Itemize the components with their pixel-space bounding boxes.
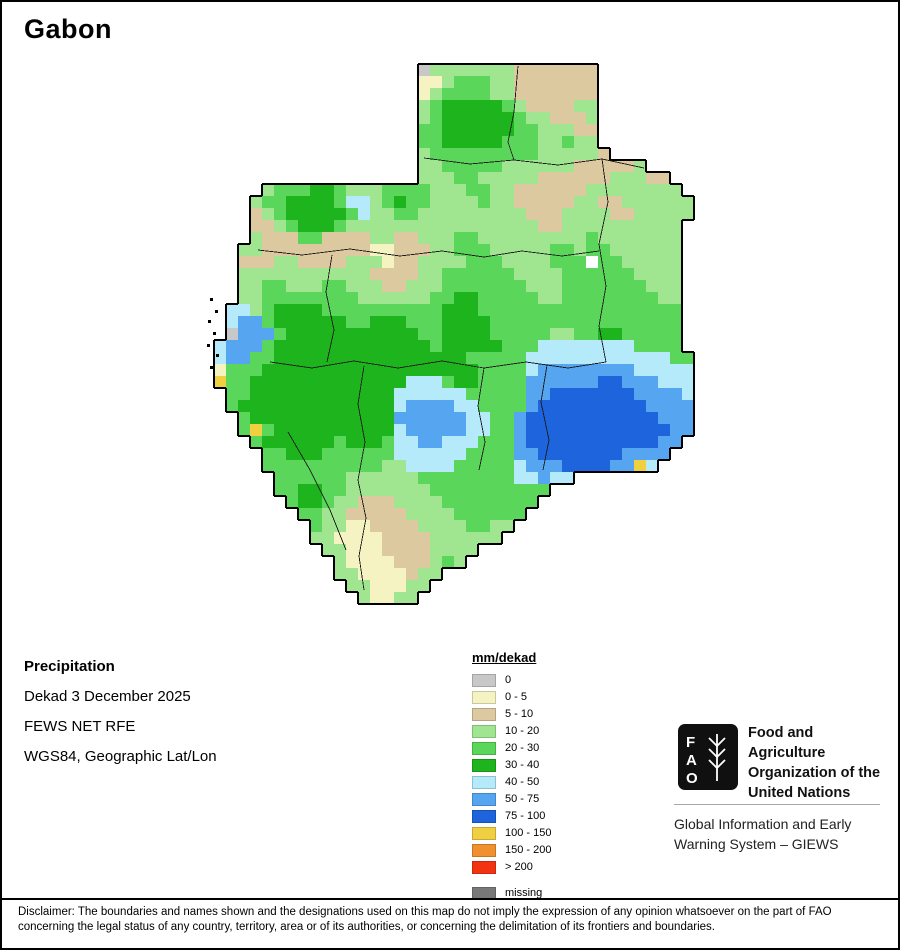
fao-logo-letter-a: A	[686, 752, 697, 769]
fao-org-line: United Nations	[748, 785, 851, 801]
legend-row: 100 - 150	[472, 825, 551, 842]
fao-logo: F A O	[678, 724, 738, 790]
legend-label: 0 - 5	[505, 691, 528, 703]
fao-block: F A O Food and Agriculture Organization …	[674, 720, 882, 900]
legend-row: 20 - 30	[472, 740, 551, 757]
coastal-islet	[213, 332, 216, 335]
fao-logo-letter-o: O	[686, 770, 698, 787]
legend-label: 5 - 10	[505, 708, 534, 720]
province-boundary	[287, 431, 347, 551]
coastal-islet	[210, 298, 213, 301]
province-boundary	[357, 365, 367, 591]
legend-row: 0	[472, 672, 551, 689]
legend-label: missing	[505, 887, 543, 899]
fao-org-line: Organization of the	[748, 765, 881, 781]
legend-row: 5 - 10	[472, 706, 551, 723]
legend-label: 0	[505, 674, 512, 686]
legend-entries: 0 0 - 5 5 - 10 10 - 20 20 - 30 30 - 40 40 - 50…	[472, 672, 551, 902]
province-boundary	[257, 248, 600, 258]
legend-label: 100 - 150	[505, 827, 552, 839]
legend-swatch	[472, 725, 496, 738]
legend-swatch	[472, 708, 496, 721]
legend-swatch	[472, 776, 496, 789]
legend-row: 150 - 200	[472, 842, 551, 859]
info-data-source: FEWS NET RFE	[24, 718, 136, 735]
legend-row: 10 - 20	[472, 723, 551, 740]
legend-label: 20 - 30	[505, 742, 540, 754]
legend-row: 0 - 5	[472, 689, 551, 706]
coastal-islet	[216, 354, 219, 357]
legend-swatch	[472, 674, 496, 687]
legend-label: 10 - 20	[505, 725, 540, 737]
legend-label: > 200	[505, 861, 533, 873]
province-boundary	[540, 364, 550, 471]
legend-label: 40 - 50	[505, 776, 540, 788]
info-dekad-date: Dekad 3 December 2025	[24, 688, 191, 705]
giews-line: Warning System – GIEWS	[674, 836, 839, 852]
disclaimer-text: Disclaimer: The boundaries and names sho…	[18, 906, 832, 933]
legend-swatch	[472, 844, 496, 857]
province-boundary	[477, 367, 486, 471]
province-boundary	[423, 157, 645, 169]
coastal-islet	[207, 344, 210, 347]
country-border	[213, 63, 695, 605]
disclaimer-bar: Disclaimer: The boundaries and names sho…	[2, 898, 898, 948]
gabon-precipitation-raster-map	[207, 63, 695, 605]
legend-label: 50 - 75	[505, 793, 540, 805]
wheat-ear-icon	[708, 734, 726, 781]
legend-label: 150 - 200	[505, 844, 552, 856]
province-boundary	[269, 360, 607, 369]
legend-row: > 200	[472, 859, 551, 876]
legend-swatch	[472, 742, 496, 755]
fao-org-line: Food and Agriculture	[748, 725, 826, 761]
legend-row: 40 - 50	[472, 774, 551, 791]
legend-row: 50 - 75	[472, 791, 551, 808]
legend-swatch	[472, 793, 496, 806]
legend-label: 30 - 40	[505, 759, 540, 771]
map-info-block: Precipitation Dekad 3 December 2025 FEWS…	[24, 652, 217, 772]
fao-giews-divider	[674, 804, 880, 805]
page-title: Gabon	[24, 14, 112, 44]
legend-label: 75 - 100	[505, 810, 546, 822]
legend-row: 30 - 40	[472, 757, 551, 774]
info-projection: WGS84, Geographic Lat/Lon	[24, 748, 217, 765]
fao-org-name: Food and Agriculture Organization of the…	[748, 723, 882, 803]
legend-swatch	[472, 861, 496, 874]
province-boundary	[598, 158, 609, 363]
fao-logo-letter-f: F	[686, 734, 695, 751]
legend-title: mm/dekad	[472, 650, 537, 665]
giews-name: Global Information and Early Warning Sys…	[674, 814, 851, 854]
coastal-islet	[215, 310, 218, 313]
giews-line: Global Information and Early	[674, 816, 852, 832]
province-boundary	[507, 65, 519, 161]
province-boundary	[325, 254, 335, 363]
legend-swatch	[472, 691, 496, 704]
legend-swatch	[472, 827, 496, 840]
legend-row: 75 - 100	[472, 808, 551, 825]
info-precipitation-label: Precipitation	[24, 658, 115, 675]
coastal-islet	[210, 366, 213, 369]
legend-swatch	[472, 810, 496, 823]
legend: mm/dekad 0 0 - 5 5 - 10 10 - 20 20 - 30 30 - …	[472, 650, 551, 902]
legend-swatch	[472, 759, 496, 772]
coastal-islet	[208, 320, 211, 323]
